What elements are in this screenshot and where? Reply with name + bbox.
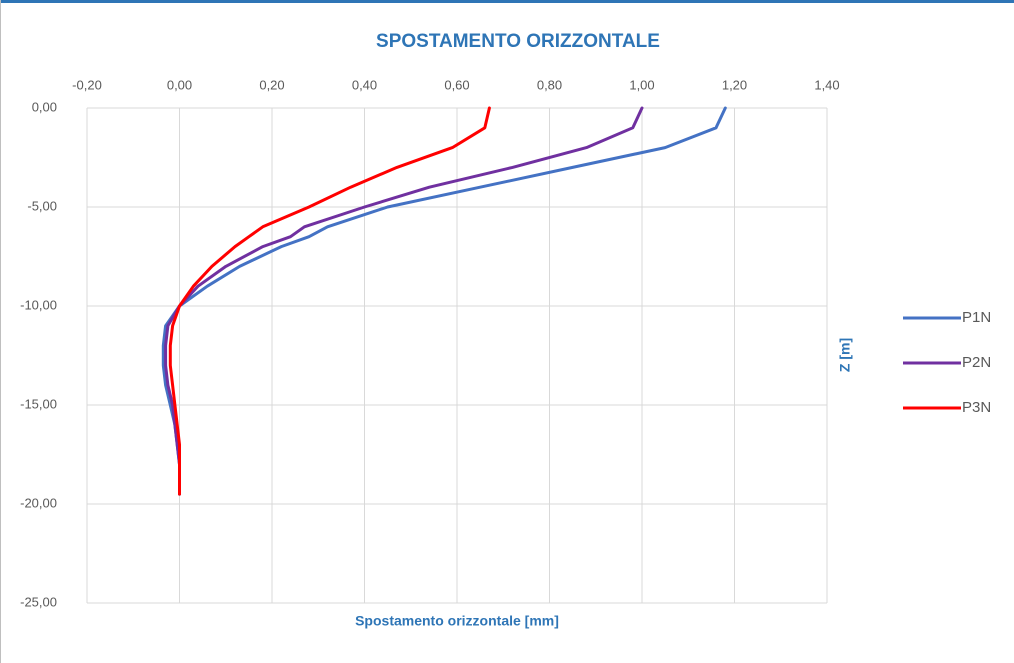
x-axis-label: Spostamento orizzontale [mm] <box>355 613 559 629</box>
legend-label: P3N <box>962 399 991 416</box>
y-tick-label: -5,00 <box>27 198 57 213</box>
x-tick-label: 0,20 <box>259 77 284 92</box>
x-tick-label: 1,20 <box>722 77 747 92</box>
y-tick-label: -15,00 <box>20 396 57 411</box>
x-tick-label: 0,80 <box>537 77 562 92</box>
legend-label: P2N <box>962 354 991 371</box>
chart-title: SPOSTAMENTO ORIZZONTALE <box>376 31 660 52</box>
y-tick-label: -10,00 <box>20 297 57 312</box>
x-tick-label: 0,60 <box>444 77 469 92</box>
top-border <box>0 0 1014 3</box>
series-line <box>164 106 644 496</box>
x-tick-label: 0,00 <box>167 77 192 92</box>
series-line <box>168 106 491 496</box>
y-tick-label: -20,00 <box>20 495 57 510</box>
left-border <box>0 0 1 663</box>
x-tick-label: 0,40 <box>352 77 377 92</box>
y-axis-label: Z [m] <box>837 338 853 372</box>
y-tick-label: 0,00 <box>32 99 57 114</box>
x-tick-label: -0,20 <box>72 77 102 92</box>
legend-label: P1N <box>962 309 991 326</box>
x-tick-label: 1,40 <box>814 77 839 92</box>
y-tick-label: -25,00 <box>20 594 57 609</box>
x-tick-label: 1,00 <box>629 77 654 92</box>
